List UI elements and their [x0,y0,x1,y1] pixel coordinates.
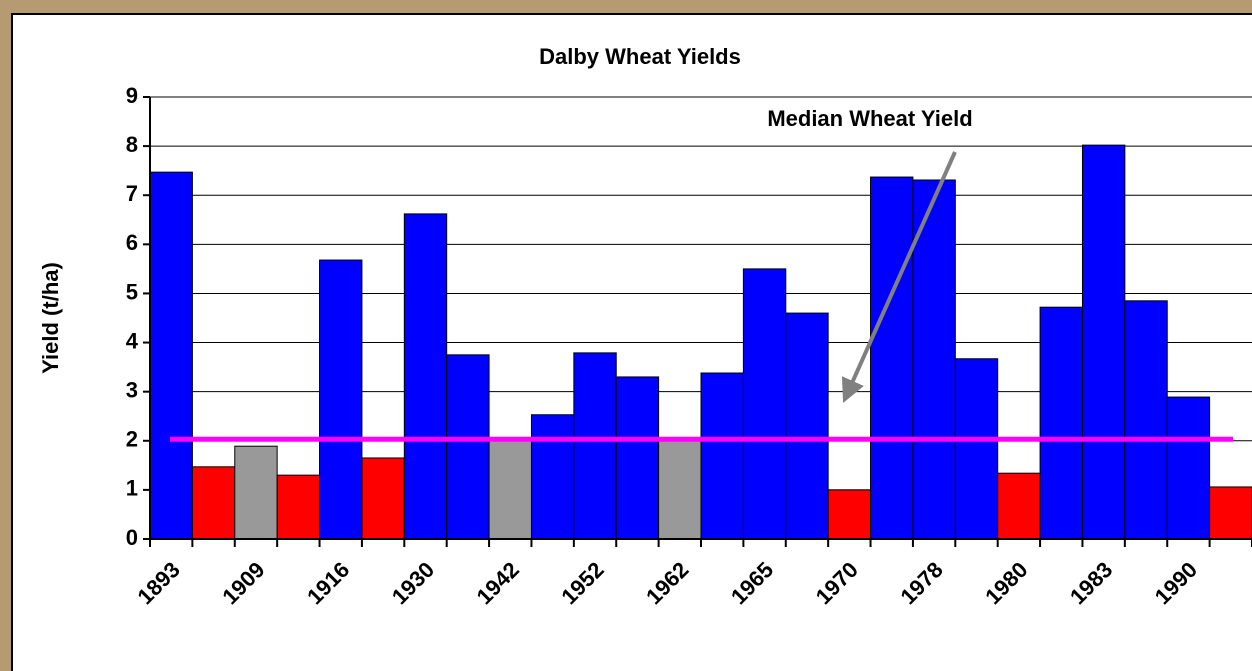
bar [573,352,617,540]
bar [742,268,787,540]
y-tick-label: 8 [126,132,138,157]
y-tick-label: 2 [126,427,138,452]
y-tick-label: 3 [126,377,138,402]
y-tick-label: 7 [126,181,138,206]
bar [1166,396,1211,540]
bar [1124,300,1168,540]
bar [234,445,278,540]
bar [827,489,872,540]
bar [149,171,193,540]
y-tick-label: 9 [126,83,138,108]
bar [997,472,1041,540]
bar [1039,306,1083,540]
bar [191,466,236,540]
bar [954,358,999,540]
bar [488,439,532,540]
bar [870,176,914,540]
chart-title: Dalby Wheat Yields [539,44,741,69]
bar [615,376,660,540]
bar [700,372,744,540]
bar [658,437,702,540]
y-tick-label: 5 [126,279,138,304]
bar [530,414,575,540]
bar [912,179,956,540]
bar [1209,486,1252,540]
y-tick-label: 4 [126,328,139,353]
y-tick-label: 0 [126,525,138,550]
bar [446,354,490,540]
y-tick-label: 6 [126,230,138,255]
bar [276,474,321,540]
bar [785,312,829,540]
y-axis-label: Yield (t/ha) [38,262,63,374]
bar [319,259,363,540]
bar [361,457,405,540]
annotation-arrow [841,151,957,403]
y-tick-label: 1 [126,476,138,501]
bar [1081,144,1126,540]
annotation: Median Wheat Yield [767,106,972,131]
bar [403,213,448,540]
